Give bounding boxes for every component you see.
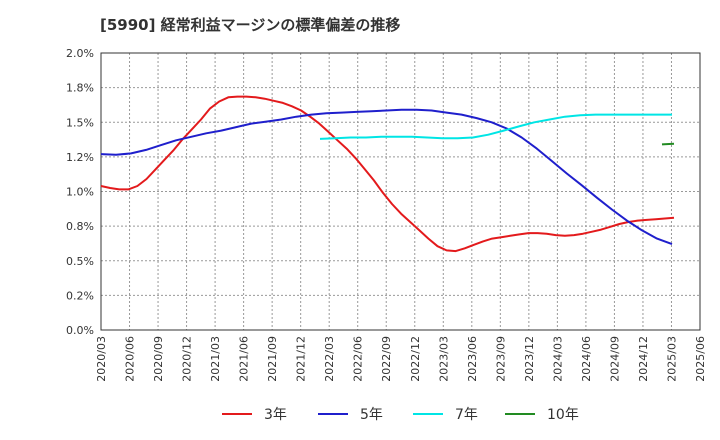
plot-area: [101, 53, 700, 330]
x-tick-label: 2022/12: [409, 336, 422, 382]
x-tick-label: 2023/06: [466, 336, 479, 382]
y-tick-label: 0.5%: [66, 255, 94, 268]
series-line-7年: [319, 113, 672, 140]
legend-label-5年: 5年: [360, 407, 383, 423]
x-tick-label: 2023/12: [523, 336, 536, 382]
legend-label-3年: 3年: [264, 407, 287, 423]
y-tick-label: 0.0%: [66, 324, 94, 337]
x-tick-label: 2021/09: [266, 336, 279, 382]
y-tick-label: 1.5%: [66, 116, 94, 129]
x-tick-label: 2022/03: [323, 336, 336, 382]
x-tick-label: 2020/06: [124, 336, 137, 382]
legend-label-10年: 10年: [547, 407, 579, 423]
x-tick-label: 2021/12: [295, 336, 308, 382]
series-line-5年: [100, 108, 673, 246]
x-tick-label: 2020/03: [95, 336, 108, 382]
x-tick-label: 2025/06: [694, 336, 707, 382]
y-tick-label: 1.2%: [66, 151, 94, 164]
x-tick-label: 2024/09: [608, 336, 621, 382]
x-tick-label: 2020/09: [152, 336, 165, 382]
x-tick-label: 2021/06: [238, 336, 251, 382]
x-tick-label: 2020/12: [181, 336, 194, 382]
x-tick-label: 2022/06: [352, 336, 365, 382]
x-tick-label: 2024/03: [551, 336, 564, 382]
x-tick-label: 2024/12: [637, 336, 650, 382]
y-tick-label: 2.0%: [66, 47, 94, 60]
series-line-3年: [100, 95, 675, 253]
series-line-10年: [661, 142, 675, 146]
chart-title: [5990] 経常利益マージンの標準偏差の推移: [100, 16, 401, 34]
legend-label-7年: 7年: [455, 407, 478, 423]
plot-frame: [100, 52, 701, 331]
y-tick-label: 0.2%: [66, 289, 94, 302]
x-tick-label: 2024/06: [580, 336, 593, 382]
x-tick-label: 2021/03: [209, 336, 222, 382]
x-tick-label: 2023/03: [437, 336, 450, 382]
y-tick-label: 1.8%: [66, 82, 94, 95]
x-tick-label: 2023/09: [494, 336, 507, 382]
y-tick-label: 1.0%: [66, 186, 94, 199]
x-tick-label: 2025/03: [665, 336, 678, 382]
x-tick-label: 2022/09: [380, 336, 393, 382]
y-tick-label: 0.8%: [66, 220, 94, 233]
